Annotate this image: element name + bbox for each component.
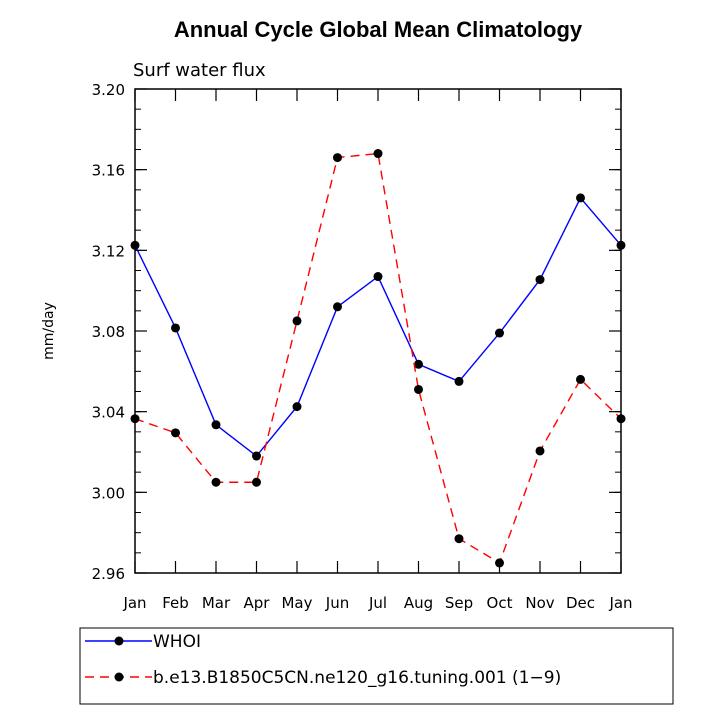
series-1-point	[252, 477, 261, 487]
y-tick-label: 3.20	[92, 81, 125, 99]
series-1-point	[373, 149, 383, 159]
legend-label-whoi: WHOI	[153, 632, 201, 652]
series-1-point	[454, 534, 464, 544]
x-tick-label: Jan	[608, 594, 632, 612]
x-tick-label: Dec	[566, 594, 595, 612]
x-tick-label: Jan	[122, 594, 146, 612]
x-tick-label: Apr	[244, 594, 271, 612]
series-0-point	[373, 272, 383, 282]
x-tick-label: Feb	[162, 594, 189, 612]
series-0-point	[252, 451, 261, 461]
x-tick-label: Mar	[202, 594, 231, 612]
series-1-point	[576, 374, 585, 384]
series-0-point	[576, 193, 585, 203]
y-tick-label: 3.04	[92, 404, 125, 422]
x-tick-label: Oct	[487, 594, 513, 612]
series-1-point	[171, 428, 180, 438]
series-0-point	[171, 323, 180, 333]
chart-subtitle: Surf water flux	[133, 60, 266, 81]
x-tick-label: Aug	[404, 594, 433, 612]
series-1-point	[535, 446, 545, 456]
y-tick-labels: 2.96 3.00 3.04 3.08 3.12 3.16 3.20	[92, 81, 125, 583]
legend: WHOI b.e13.B1850C5CN.ne120_g16.tuning.00…	[79, 627, 674, 705]
plot-frame	[134, 88, 622, 574]
y-axis-label: mm/day	[41, 302, 57, 360]
y-tick-label: 3.00	[92, 484, 125, 502]
axis-ticks	[134, 88, 622, 574]
legend-label-model: b.e13.B1850C5CN.ne120_g16.tuning.001 (1−…	[153, 668, 561, 688]
series-1-point	[292, 316, 302, 326]
legend-box	[79, 627, 674, 705]
legend-marker-model	[114, 672, 124, 682]
series-1-point	[333, 153, 342, 163]
series-group	[130, 149, 626, 568]
x-tick-label: May	[281, 594, 312, 612]
series-0-point	[454, 376, 464, 386]
series-line-1	[134, 152, 622, 564]
x-tick-label: Sep	[445, 594, 473, 612]
series-0-point	[414, 359, 423, 369]
legend-marker-whoi	[114, 636, 124, 646]
series-0-point	[333, 302, 342, 312]
x-tick-labels: Jan Feb Mar Apr May Jun Jul Aug Sep Oct Nov Dec Jan	[122, 594, 632, 612]
y-tick-label: 2.96	[92, 565, 125, 583]
series-0-point	[292, 402, 302, 412]
series-0-point	[495, 328, 504, 338]
series-1-point	[211, 477, 221, 487]
series-1-point	[414, 384, 423, 394]
x-tick-label: Jul	[368, 594, 387, 612]
series-0-point	[535, 275, 545, 285]
y-tick-label: 3.08	[92, 323, 125, 341]
y-tick-label: 3.12	[92, 242, 125, 260]
series-1-point	[495, 558, 504, 568]
series-line-0	[134, 196, 622, 458]
x-tick-label: Jun	[325, 594, 349, 612]
y-tick-label: 3.16	[92, 162, 125, 180]
x-tick-label: Nov	[525, 594, 554, 612]
series-0-point	[211, 420, 221, 430]
chart-title: Annual Cycle Global Mean Climatology	[174, 17, 583, 42]
